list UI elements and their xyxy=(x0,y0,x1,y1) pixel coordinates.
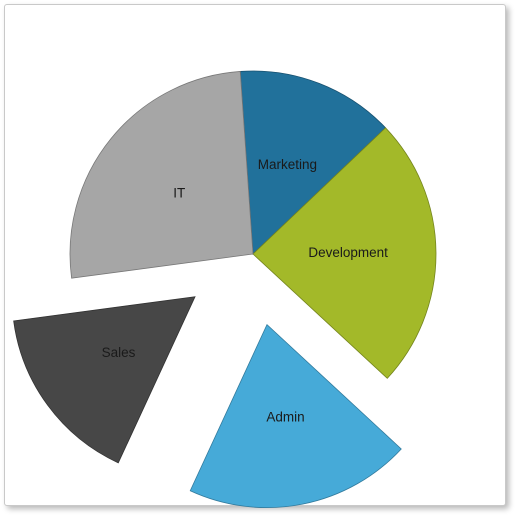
pie-slice-development xyxy=(252,127,437,379)
pie-label-admin: Admin xyxy=(266,410,304,425)
pie-slice-marketing xyxy=(239,70,387,255)
pie-label-development: Development xyxy=(308,245,388,260)
pie-slice-admin xyxy=(189,323,402,509)
pie-label-marketing: Marketing xyxy=(258,157,317,172)
pie-label-it: IT xyxy=(173,185,185,200)
pie-label-sales: Sales xyxy=(102,345,136,360)
pie-slice-it xyxy=(69,71,254,279)
pie-slice-sales xyxy=(13,296,196,464)
